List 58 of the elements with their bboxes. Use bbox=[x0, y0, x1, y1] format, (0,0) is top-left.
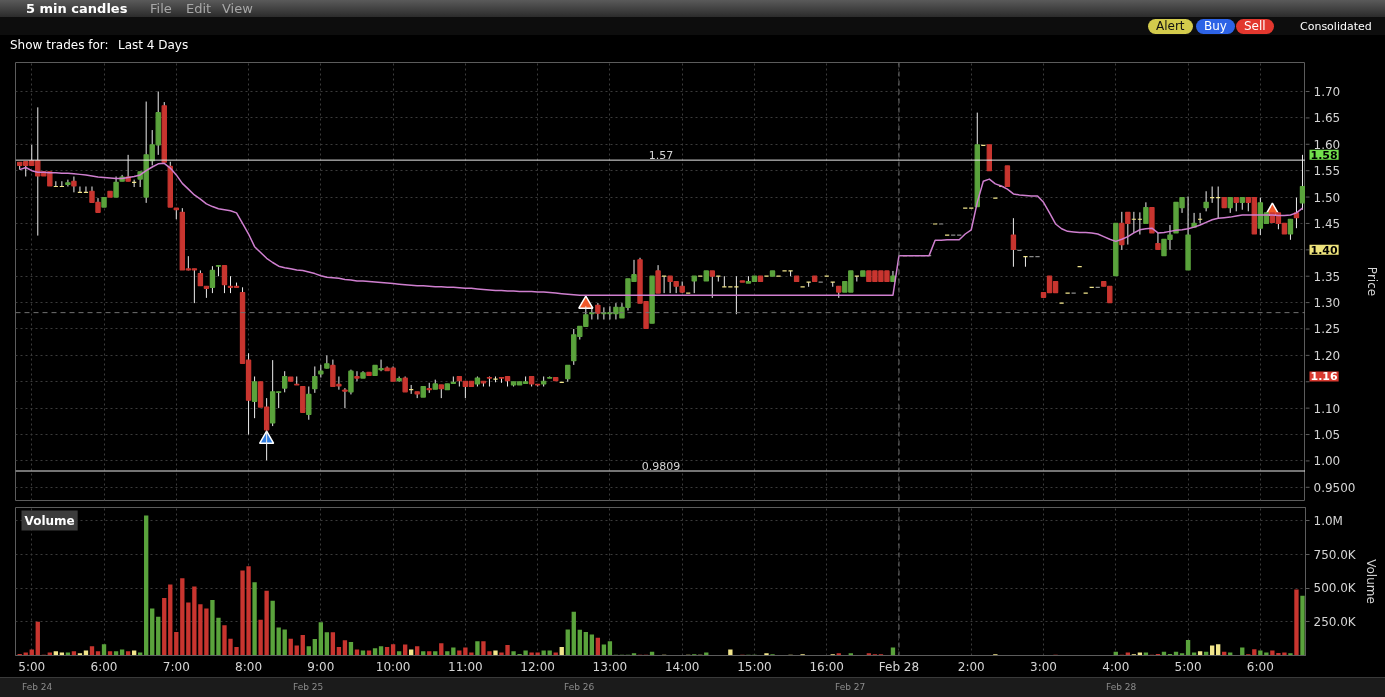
text: Feb 26 bbox=[564, 682, 595, 693]
x-tick-label: 12:00 bbox=[520, 659, 555, 674]
x-tick-label: 10:00 bbox=[375, 659, 411, 674]
x-tick-label: 13:00 bbox=[592, 659, 628, 674]
y-tick-label: 1.10 bbox=[1313, 401, 1341, 416]
y-axis-title: Price bbox=[1364, 266, 1379, 297]
y-tick-label: 1.05 bbox=[1313, 428, 1341, 443]
y-tick-label: 1.55 bbox=[1313, 164, 1341, 179]
y-tick-label: 1.65 bbox=[1313, 111, 1341, 126]
text: Show trades for: bbox=[10, 38, 109, 53]
y-tick-label: 500.0K bbox=[1313, 581, 1357, 596]
y-axis-title: Volume bbox=[1363, 559, 1378, 604]
y-tick-label: 750.0K bbox=[1313, 547, 1357, 562]
x-tick-label: 15:00 bbox=[737, 659, 772, 674]
x-tick-label: 16:00 bbox=[809, 659, 845, 674]
x-tick-label: 8:00 bbox=[235, 659, 263, 674]
x-tick-label: 4:00 bbox=[1102, 659, 1130, 674]
y-tick-label: 1.70 bbox=[1313, 85, 1341, 100]
ref-line-label: 1.57 bbox=[648, 149, 674, 163]
x-tick-label: 9:00 bbox=[307, 659, 335, 674]
y-tick-label: 0.9500 bbox=[1313, 480, 1356, 495]
text: Feb 25 bbox=[293, 682, 324, 693]
y-tick-label: 250.0K bbox=[1313, 614, 1357, 629]
y-tick-label: 1.50 bbox=[1313, 190, 1341, 205]
text: Feb 28 bbox=[1106, 682, 1137, 693]
y-tick-label: 1.30 bbox=[1313, 296, 1341, 311]
x-tick-label: 7:00 bbox=[162, 659, 190, 674]
text: Sell bbox=[1236, 19, 1274, 34]
y-tick-label: 1.20 bbox=[1313, 348, 1341, 363]
text: 1.40 bbox=[1310, 243, 1338, 257]
y-tick-label: 1.45 bbox=[1313, 216, 1341, 231]
x-tick-label: 3:00 bbox=[1030, 659, 1057, 674]
y-tick-label: 1.25 bbox=[1313, 322, 1341, 337]
text: 1.58 bbox=[1310, 148, 1338, 162]
chart-title: 5 min candles bbox=[26, 1, 128, 16]
y-tick-label: 1.0M bbox=[1313, 513, 1343, 528]
text: Buy bbox=[1196, 19, 1235, 34]
text: Last 4 Days bbox=[118, 38, 189, 53]
y-tick-label: 1.35 bbox=[1313, 269, 1341, 284]
x-tick-label: 11:00 bbox=[448, 659, 483, 674]
text: Alert bbox=[1148, 19, 1193, 34]
ref-line-label: 0.9809 bbox=[641, 460, 681, 473]
text: Feb 24 bbox=[22, 682, 53, 693]
x-tick-label: 6:00 bbox=[1246, 659, 1274, 674]
x-tick-label: 5:00 bbox=[1174, 659, 1202, 674]
text: Consolidated bbox=[1300, 19, 1372, 34]
text: File bbox=[150, 1, 172, 16]
x-tick-label: 5:00 bbox=[18, 659, 46, 674]
y-tick-label: 1.00 bbox=[1313, 454, 1341, 469]
text: Edit bbox=[186, 1, 212, 16]
x-tick-label: 2:00 bbox=[957, 659, 985, 674]
x-tick-label: 14:00 bbox=[664, 659, 700, 674]
x-tick-label: 6:00 bbox=[90, 659, 118, 674]
x-tick-label: Feb 28 bbox=[878, 659, 920, 674]
text: Volume bbox=[24, 513, 75, 528]
text: 1.16 bbox=[1310, 370, 1338, 384]
text: Feb 27 bbox=[835, 682, 866, 693]
text: View bbox=[222, 1, 253, 16]
